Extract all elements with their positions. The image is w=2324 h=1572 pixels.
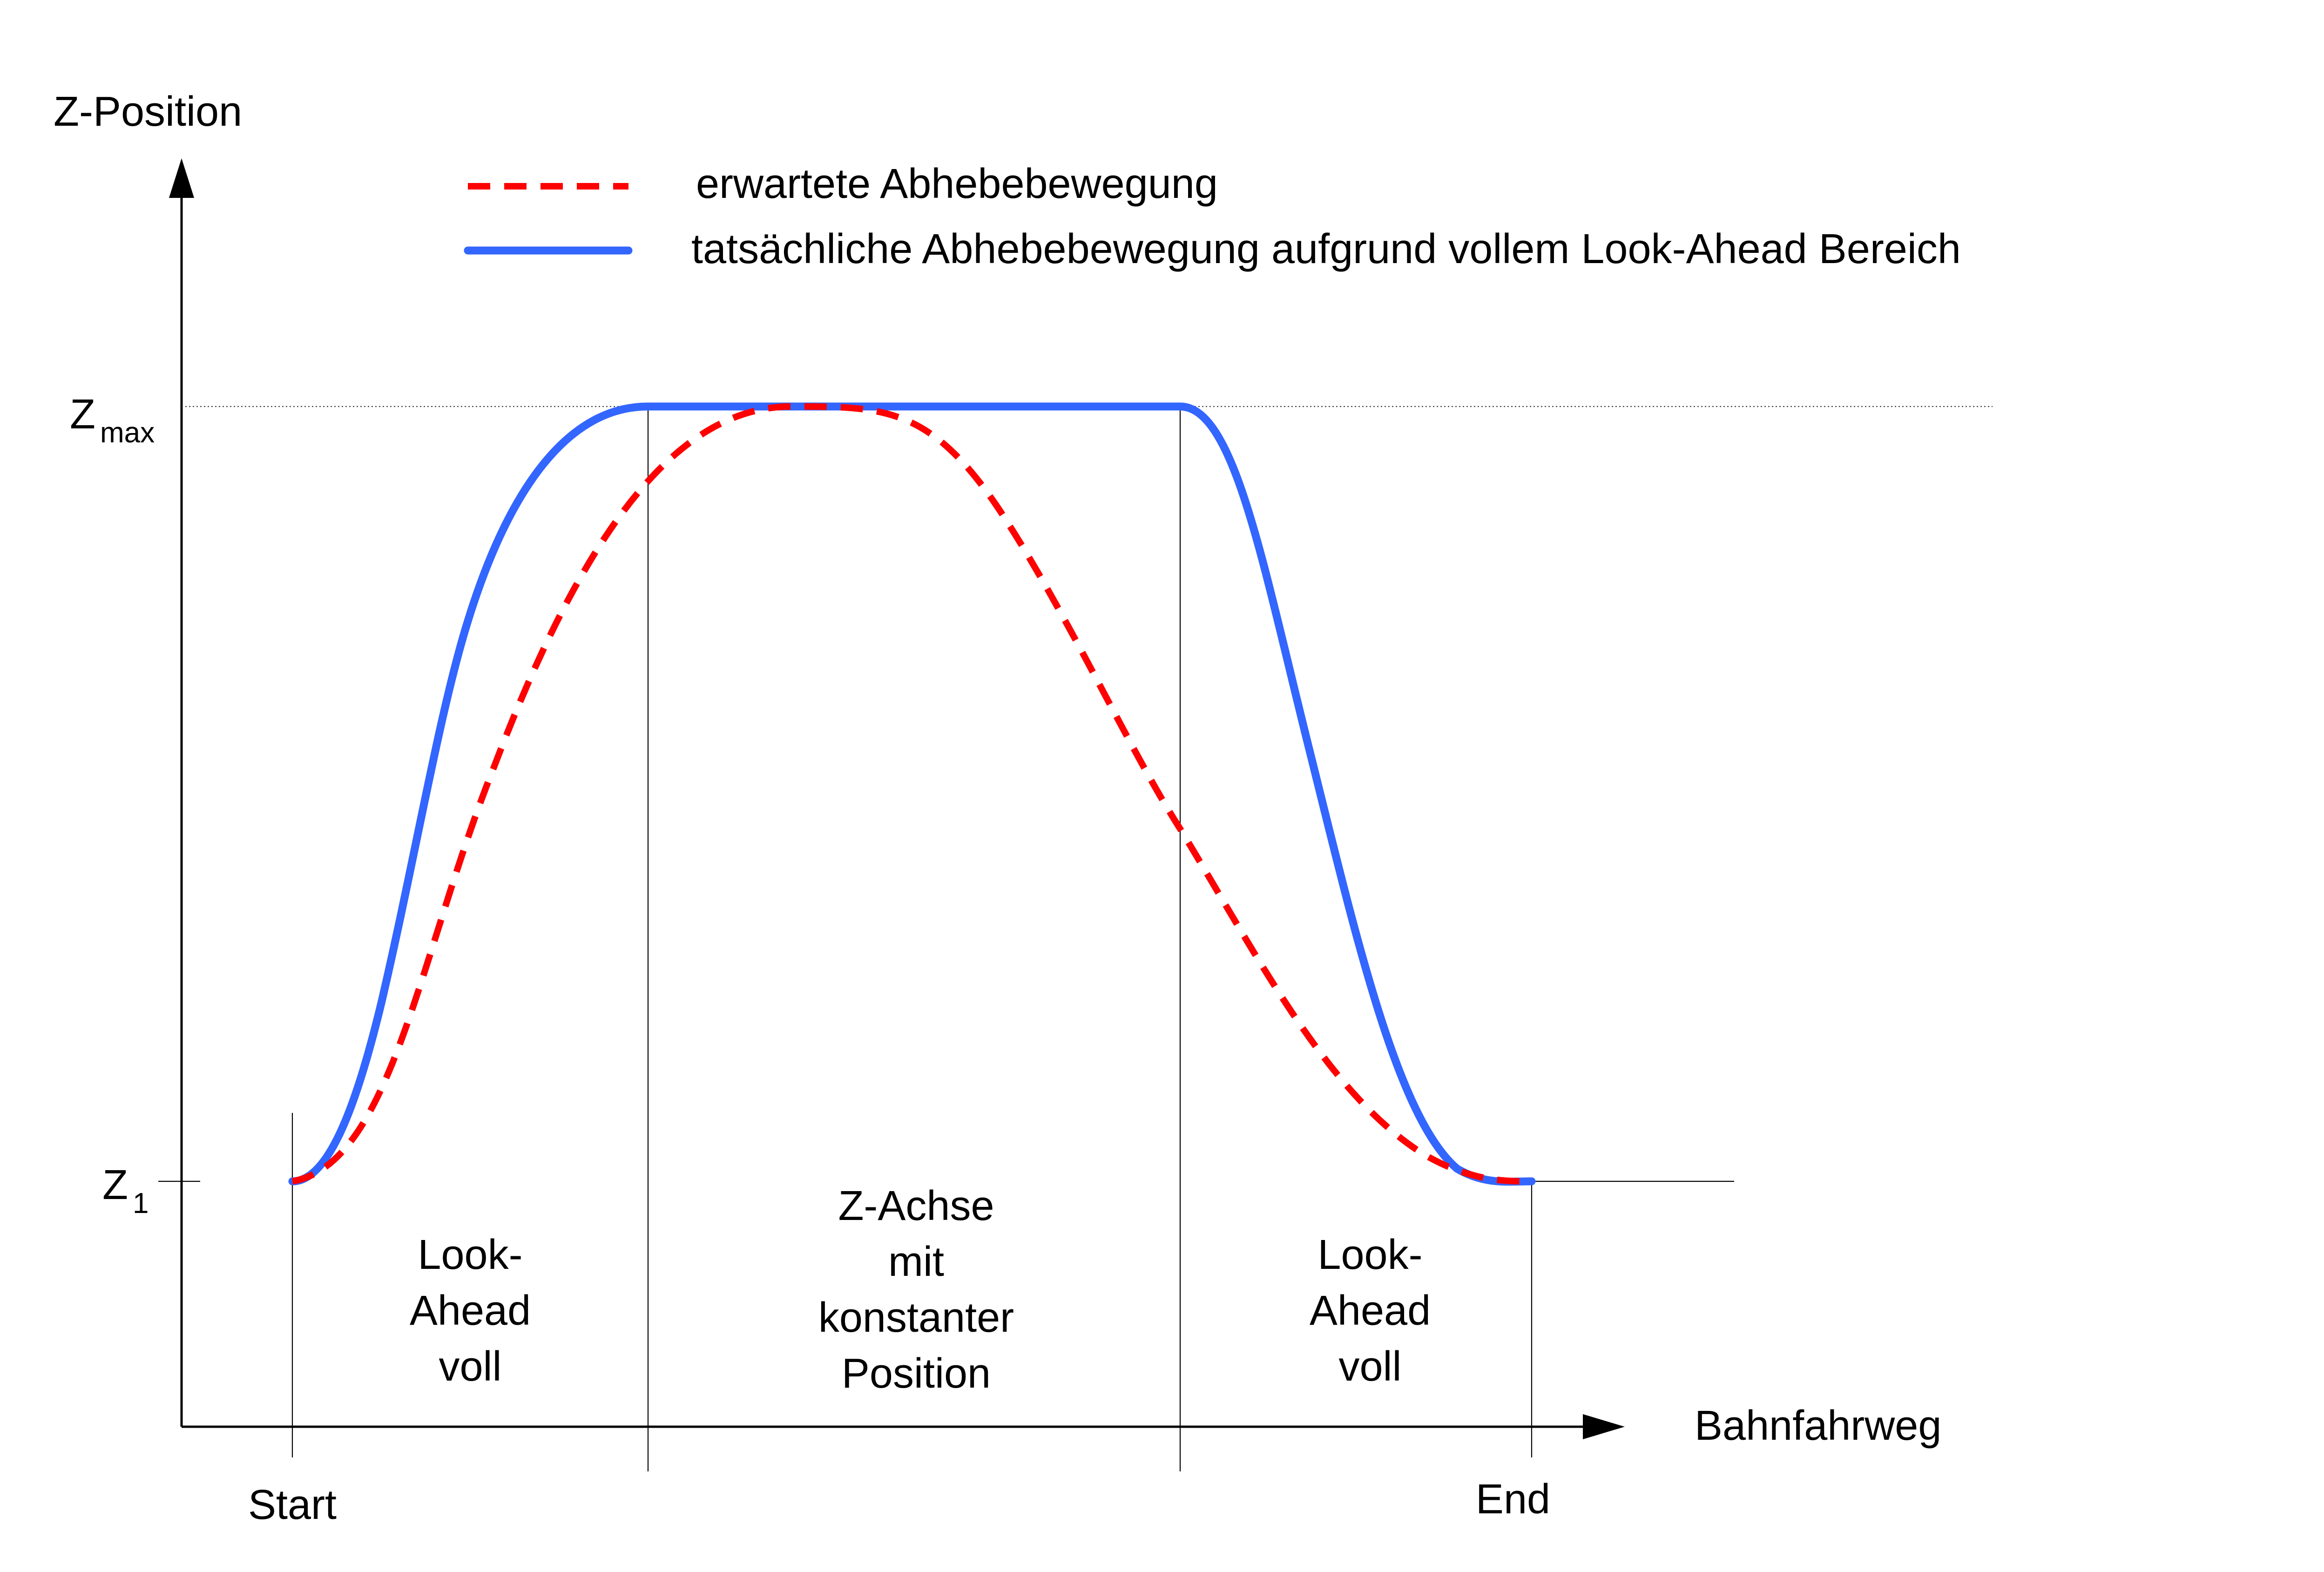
svg-text:Ahead: Ahead [1310, 1287, 1431, 1334]
x-tick-start: Start [248, 1482, 337, 1528]
x-axis-arrowhead [1583, 1414, 1625, 1439]
svg-text:Look-: Look- [418, 1232, 522, 1278]
svg-text:konstanter: konstanter [818, 1294, 1014, 1341]
svg-text:1: 1 [133, 1187, 149, 1220]
legend-expected-label: erwartete Abhebebewegung [696, 161, 1218, 207]
svg-text:voll: voll [439, 1343, 501, 1390]
region-middle-label: Z-Achse mit konstanter Position [818, 1183, 1014, 1397]
svg-text:mit: mit [888, 1239, 944, 1285]
svg-text:Ahead: Ahead [410, 1287, 531, 1334]
y-axis-label: Z-Position [54, 88, 242, 135]
region-right-label: Look- Ahead voll [1310, 1232, 1431, 1390]
svg-text:Z: Z [102, 1162, 128, 1208]
svg-text:voll: voll [1338, 1343, 1401, 1390]
svg-text:Z-Achse: Z-Achse [838, 1183, 994, 1229]
y-tick-z1: Z 1 [102, 1162, 149, 1220]
actual-lift-curve [288, 402, 1536, 1186]
svg-text:Z: Z [70, 391, 95, 438]
expected-lift-curve [291, 403, 1532, 1185]
x-tick-end: End [1476, 1476, 1550, 1523]
svg-text:Look-: Look- [1317, 1232, 1422, 1278]
legend: erwartete Abhebebewegung tatsächliche Ab… [464, 161, 1961, 272]
legend-actual-label: tatsächliche Abhebebewegung aufgrund vol… [691, 226, 1961, 272]
y-axis-arrowhead [169, 158, 194, 198]
region-left-label: Look- Ahead voll [410, 1232, 531, 1390]
x-axis-label: Bahnfahrweg [1695, 1403, 1941, 1449]
svg-text:max: max [100, 417, 155, 449]
svg-text:Position: Position [842, 1350, 991, 1397]
y-tick-zmax: Z max [70, 391, 155, 449]
